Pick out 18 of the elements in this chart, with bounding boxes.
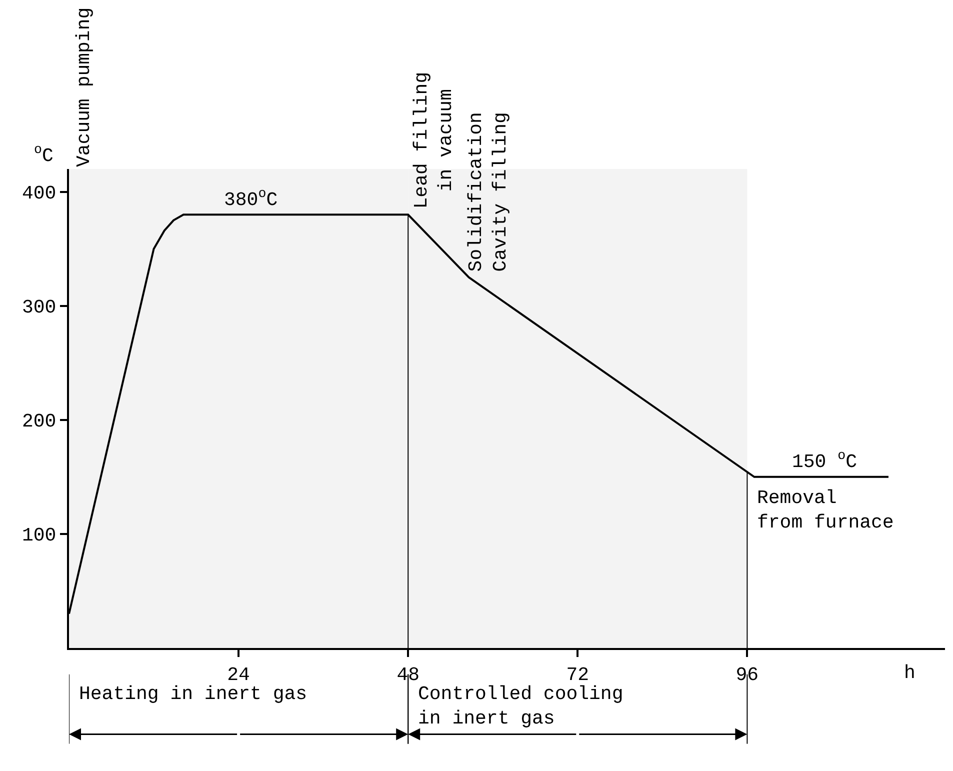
annotation: Removal from furnace bbox=[757, 487, 894, 534]
y-tick-label: 400 bbox=[22, 182, 56, 204]
annotation: Solidification Cavity filling bbox=[465, 112, 512, 272]
y-tick-label: 100 bbox=[22, 524, 56, 547]
annotation: Lead filling in vacuum bbox=[410, 72, 458, 209]
x-tick-label: 96 bbox=[736, 664, 759, 686]
band-label: Heating in inert gas bbox=[79, 683, 308, 705]
x-axis-title: h bbox=[904, 662, 916, 684]
annotation: 380$^{o}$C bbox=[224, 186, 278, 211]
x-tick-label: 48 bbox=[396, 664, 420, 686]
y-axis-title: $^{o}$C bbox=[34, 142, 54, 167]
x-tick-label: 24 bbox=[227, 664, 250, 686]
text: Vacuum pumping bbox=[73, 7, 95, 167]
x-tick-label: 72 bbox=[566, 664, 590, 686]
band-label: Controlled cooling in inert gas bbox=[418, 683, 624, 730]
y-tick-label: 300 bbox=[22, 296, 56, 319]
annotation: 150 $^{o}$C bbox=[792, 448, 857, 473]
y-tick-label: 200 bbox=[22, 410, 56, 433]
